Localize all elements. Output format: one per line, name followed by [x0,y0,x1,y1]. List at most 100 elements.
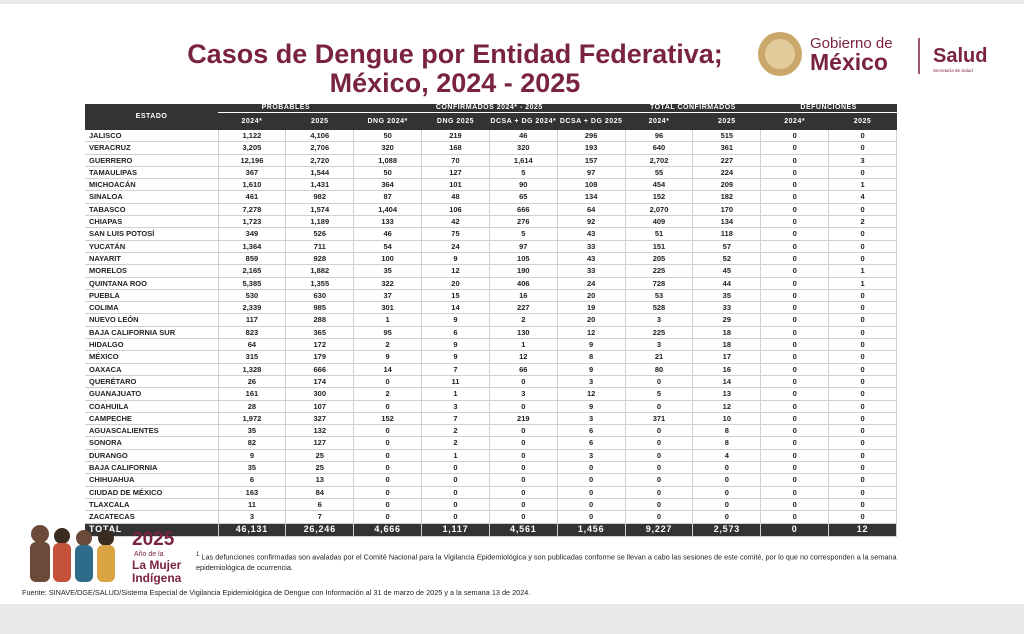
cell: 530 [218,289,287,303]
cell: 97 [557,166,626,180]
cell: 0 [828,141,897,155]
cell: 152 [353,412,423,426]
cell: 0 [760,130,830,143]
cell: 20 [421,277,490,290]
state-name: JALISCO [85,130,219,143]
table-row: SAN LUIS POTOSÍ 349 526 46 75 5 43 51 118 0 0 [85,227,897,241]
cell: 190 [489,264,558,278]
state-name: SINALOA [85,190,219,204]
cell: 179 [285,350,355,364]
cell: 130 [489,326,558,340]
state-name: COAHUILA [85,400,219,413]
total-cell: 4,561 [489,523,558,537]
cell: 7,278 [218,203,287,217]
cell: 0 [828,498,897,512]
cell: 95 [353,326,423,340]
cell: 515 [692,130,762,143]
cell: 0 [489,498,558,512]
table-row: NAYARIT 859 928 100 9 105 43 205 52 0 0 [85,252,897,266]
cell: 19 [557,301,626,315]
cell: 0 [353,461,423,475]
cell: 0 [828,252,897,266]
title: Casos de Dengue por Entidad Federativa; … [150,40,760,98]
cell: 25 [285,449,355,463]
cell: 0 [353,473,423,487]
state-name: NUEVO LEÓN [85,313,219,327]
cell: 0 [557,461,626,475]
cell: 630 [285,289,355,303]
cell: 711 [285,240,355,253]
table-row: CAMPECHE 1,972 327 152 7 219 3 371 10 0 0 [85,412,897,426]
cell: 52 [692,252,762,266]
state-name: TABASCO [85,203,219,217]
cell: 0 [353,400,423,413]
cell: 4 [828,190,897,204]
badge-text: Indígena [132,571,182,585]
cell: 8 [692,424,762,438]
cell: 0 [625,375,694,389]
total-cell: 4,666 [353,523,423,537]
total-cell: 0 [760,523,830,537]
cell: 0 [828,301,897,315]
cell: 1 [828,178,897,192]
cell: 6 [557,424,626,438]
cell: 28 [218,400,287,413]
cell: 0 [760,400,830,413]
cell: 9 [421,350,490,364]
cell: 0 [353,436,423,450]
cell: 14 [353,363,423,376]
cell: 0 [828,363,897,376]
cell: 5 [489,227,558,241]
total-cell: 9,227 [625,523,694,537]
cell: 0 [421,486,490,499]
cell: 33 [557,264,626,278]
cell: 57 [692,240,762,253]
cell: 227 [489,301,558,315]
state-name: QUINTANA ROO [85,277,219,290]
footnote: 1 Las defunciones confirmadas son avalad… [196,549,916,573]
cell: 0 [828,375,897,389]
cell: 151 [625,240,694,253]
cell: 0 [557,510,626,524]
cell: 20 [557,289,626,303]
cell: 0 [421,461,490,475]
cell: 53 [625,289,694,303]
cell: 6 [421,326,490,340]
cell: 193 [557,141,626,155]
cell: 2 [828,215,897,229]
cell: 0 [760,313,830,327]
cell: 97 [489,240,558,253]
cell: 12 [557,326,626,340]
cell: 9 [421,252,490,266]
cell: 1,544 [285,166,355,180]
cell: 1,723 [218,215,287,229]
cell: 1 [828,264,897,278]
cell: 182 [692,190,762,204]
title-line: México, 2024 - 2025 [329,68,581,98]
cell: 46 [489,130,558,143]
cell: 0 [760,166,830,180]
cell: 12 [557,387,626,401]
state-name: MICHOACÁN [85,178,219,192]
cell: 42 [421,215,490,229]
cell: 4 [692,449,762,463]
table-row: GUANAJUATO 161 300 2 1 3 12 5 13 0 0 [85,387,897,401]
cell: 14 [692,375,762,389]
state-name: BAJA CALIFORNIA SUR [85,326,219,340]
cell: 301 [353,301,423,315]
cell: 454 [625,178,694,192]
cell: 133 [353,215,423,229]
cell: 0 [557,473,626,487]
cell: 528 [625,301,694,315]
cell: 0 [828,461,897,475]
cell: 33 [557,240,626,253]
cell: 50 [353,130,423,143]
cell: 35 [218,424,287,438]
cell: 87 [353,190,423,204]
title-line: Casos de Dengue por Entidad Federativa; [187,39,723,69]
logo-text: Secretaría de Salud [933,68,973,73]
column-header: 2024* [625,112,693,130]
cell: 0 [760,227,830,241]
cell: 296 [557,130,626,143]
cell: 0 [828,473,897,487]
